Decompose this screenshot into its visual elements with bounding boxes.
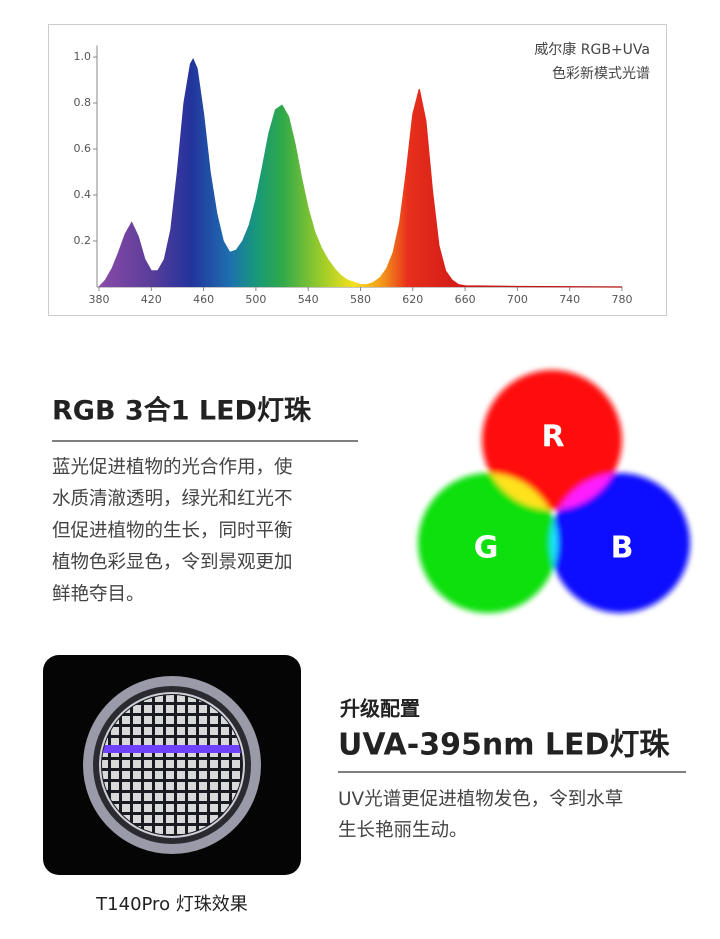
paragraph: 蓝光促进植物的光合作用，使水质清澈透明，绿光和红光不但促进植物的生长，同时平衡植… xyxy=(52,457,293,605)
spectrum-chart: 0.2 0.4 0.6 0.8 1.0 380 420 460 500 540 580 620 660 7… xyxy=(74,45,633,306)
x-tick-label: 620 xyxy=(402,293,423,306)
annotation: 色彩新模式光谱 xyxy=(552,65,650,82)
y-tick-label: 0.4 xyxy=(74,188,92,201)
x-tick-label: 460 xyxy=(193,293,214,306)
chart-frame xyxy=(48,24,667,316)
x-tick-label: 420 xyxy=(141,293,162,306)
x-tick-label: 380 xyxy=(89,293,110,306)
paragraph-line: 但促进植物的生长，同时平衡 xyxy=(52,520,293,541)
section-title: UVA-395nm LED灯珠 xyxy=(338,728,670,763)
y-tick-label: 0.2 xyxy=(74,234,92,247)
green-circle xyxy=(418,473,558,613)
paragraph-line: 水质清澈透明，绿光和红光不 xyxy=(52,489,293,510)
rgb-label: R xyxy=(541,420,564,455)
spectrum-line xyxy=(98,57,623,288)
rgb-diagram xyxy=(418,370,690,613)
annotation: 威尔康 RGB+UVa xyxy=(534,41,650,58)
x-tick-label: 740 xyxy=(559,293,580,306)
x-tick-label: 540 xyxy=(298,293,319,306)
x-tick-label: 580 xyxy=(350,293,371,306)
paragraph-line: 植物色彩显色，令到景观更加 xyxy=(52,552,293,573)
rgb-label: B xyxy=(611,531,634,566)
y-tick-label: 1.0 xyxy=(74,50,92,63)
x-tick-label: 660 xyxy=(455,293,476,306)
paragraph-line: UV光谱更促进植物发色，令到水草 xyxy=(338,789,623,810)
rgb-label: G xyxy=(474,531,499,566)
paragraph-line: 生长艳丽生动。 xyxy=(338,820,468,841)
paragraph-line: 蓝光促进植物的光合作用，使 xyxy=(52,457,293,478)
section-title: RGB 3合1 LED灯珠 xyxy=(52,395,312,427)
x-tick-label: 700 xyxy=(507,293,528,306)
y-tick-label: 0.8 xyxy=(74,96,92,109)
paragraph-line: 鲜艳夺目。 xyxy=(52,584,145,605)
product-photo xyxy=(43,655,301,875)
subtitle: 升级配置 xyxy=(340,697,420,721)
x-tick-label: 500 xyxy=(245,293,266,306)
red-circle xyxy=(482,370,622,510)
y-tick-label: 0.6 xyxy=(74,142,92,155)
caption: T140Pro 灯珠效果 xyxy=(95,894,248,915)
x-tick-label: 780 xyxy=(612,293,633,306)
spectrum-fill xyxy=(99,59,622,287)
blue-circle xyxy=(550,473,690,613)
